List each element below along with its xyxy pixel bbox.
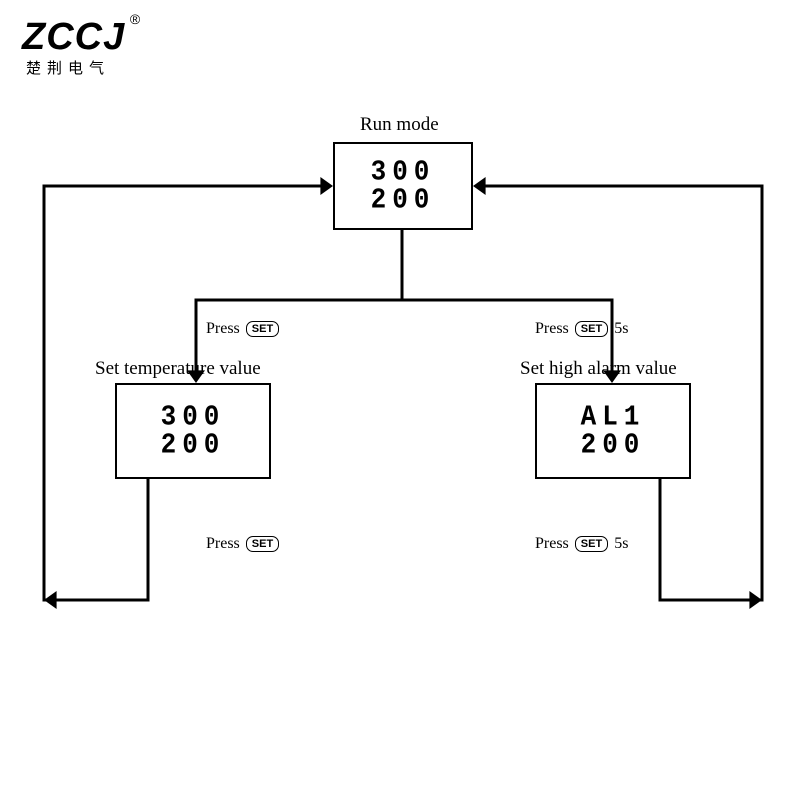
set-key-icon: SET bbox=[246, 321, 279, 337]
brand-logo-subtext: 楚荆电气 bbox=[26, 57, 125, 78]
press-left-top: Press SET bbox=[206, 320, 281, 338]
tempset-display: 300 200 bbox=[115, 383, 271, 479]
runmode-line1: 300 bbox=[371, 158, 436, 187]
alarmset-title: Set high alarm value bbox=[520, 358, 677, 380]
alarmset-line2: 200 bbox=[581, 431, 646, 460]
brand-logo-text: ZCCJ® bbox=[22, 16, 125, 59]
press-right-bottom: Press SET 5s bbox=[535, 535, 628, 553]
tempset-line1: 300 bbox=[161, 403, 226, 432]
set-key-icon: SET bbox=[575, 536, 608, 552]
runmode-display: 300 200 bbox=[333, 142, 473, 230]
tempset-title: Set temperature value bbox=[95, 358, 261, 380]
registered-icon: ® bbox=[130, 11, 141, 27]
set-key-icon: SET bbox=[246, 536, 279, 552]
tempset-line2: 200 bbox=[161, 431, 226, 460]
runmode-line2: 200 bbox=[371, 186, 436, 215]
set-key-icon: SET bbox=[575, 321, 608, 337]
alarmset-line1: AL1 bbox=[581, 403, 646, 432]
press-right-top: Press SET 5s bbox=[535, 320, 628, 338]
press-left-bottom: Press SET bbox=[206, 535, 281, 553]
runmode-title: Run mode bbox=[360, 114, 439, 136]
alarmset-display: AL1 200 bbox=[535, 383, 691, 479]
brand-logo: ZCCJ® 楚荆电气 bbox=[22, 16, 125, 78]
